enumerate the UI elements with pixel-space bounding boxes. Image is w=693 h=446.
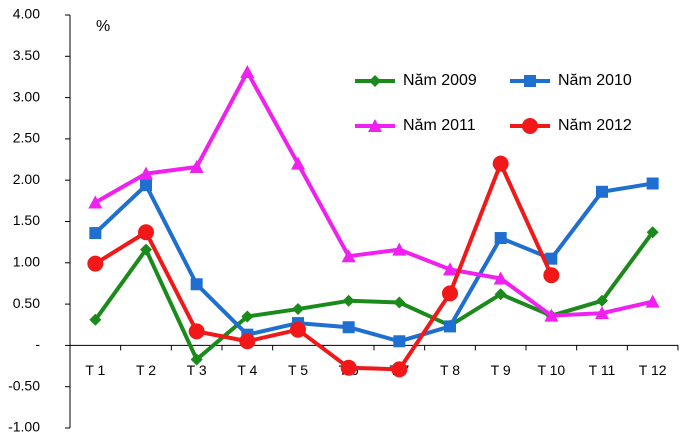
x-tick-label: T 2 [136, 362, 156, 378]
legend-label: Năm 2012 [558, 117, 632, 134]
marker [140, 243, 152, 256]
marker [139, 166, 153, 180]
y-tick-label: 2.50 [13, 130, 40, 146]
series-line [93, 231, 655, 362]
legend-label: Năm 2010 [558, 72, 632, 89]
marker [291, 156, 305, 170]
marker [89, 227, 102, 240]
marker [443, 262, 457, 276]
marker [596, 185, 608, 198]
marker [494, 288, 507, 301]
marker [646, 226, 659, 239]
y-tick-label: 1.50 [13, 212, 40, 228]
x-tick-label: T 4 [237, 362, 257, 378]
marker [595, 306, 609, 320]
marker [646, 177, 659, 190]
y-tick-label: 3.00 [13, 88, 40, 104]
legend-label: Năm 2009 [403, 72, 477, 89]
marker [493, 271, 508, 285]
x-tick-label: T 8 [440, 362, 460, 378]
series-line [93, 181, 653, 344]
marker [543, 267, 560, 284]
series-line [94, 161, 554, 372]
marker [240, 64, 255, 78]
marker [645, 294, 660, 308]
marker [522, 118, 538, 134]
marker [342, 294, 355, 307]
marker [596, 294, 608, 307]
y-tick-label: 2.00 [13, 171, 40, 187]
marker [89, 313, 102, 326]
marker [342, 321, 355, 334]
marker [189, 159, 204, 173]
marker [190, 353, 203, 366]
marker [391, 361, 408, 378]
marker [88, 195, 103, 209]
x-tick-label: T 1 [85, 362, 105, 378]
marker [190, 278, 203, 291]
marker [340, 359, 357, 376]
marker [87, 255, 104, 272]
x-tick-label: T 12 [639, 362, 667, 378]
marker [524, 75, 536, 87]
legend-label: Năm 2011 [403, 117, 476, 134]
x-tick-label: T 3 [187, 362, 207, 378]
marker [442, 285, 458, 302]
marker [393, 335, 406, 348]
marker [292, 303, 304, 316]
y-tick-label: -1.00 [8, 419, 40, 435]
marker [444, 320, 456, 333]
y-tick-label: - [35, 336, 40, 352]
unit-label: % [96, 18, 110, 35]
marker [492, 155, 509, 172]
marker [368, 119, 382, 132]
x-tick-label: T 9 [491, 362, 511, 378]
marker [369, 75, 381, 87]
x-tick-label: T 10 [537, 362, 565, 378]
marker [393, 296, 406, 309]
marker [494, 232, 507, 245]
series-line [94, 69, 654, 318]
marker [290, 321, 306, 338]
marker [188, 323, 205, 340]
marker [241, 310, 254, 323]
x-tick-label: T 5 [288, 362, 308, 378]
y-tick-label: 1.00 [13, 254, 40, 270]
y-tick-label: -0.50 [8, 377, 40, 393]
marker [392, 242, 407, 256]
marker [341, 249, 356, 263]
y-tick-label: 3.50 [13, 47, 40, 63]
y-tick-label: 4.00 [13, 6, 40, 22]
marker [140, 179, 152, 192]
marker [545, 252, 558, 265]
marker [544, 308, 559, 322]
marker [239, 333, 256, 350]
marker [138, 224, 154, 241]
y-tick-label: 0.50 [13, 295, 40, 311]
x-tick-label: T 11 [589, 362, 616, 378]
